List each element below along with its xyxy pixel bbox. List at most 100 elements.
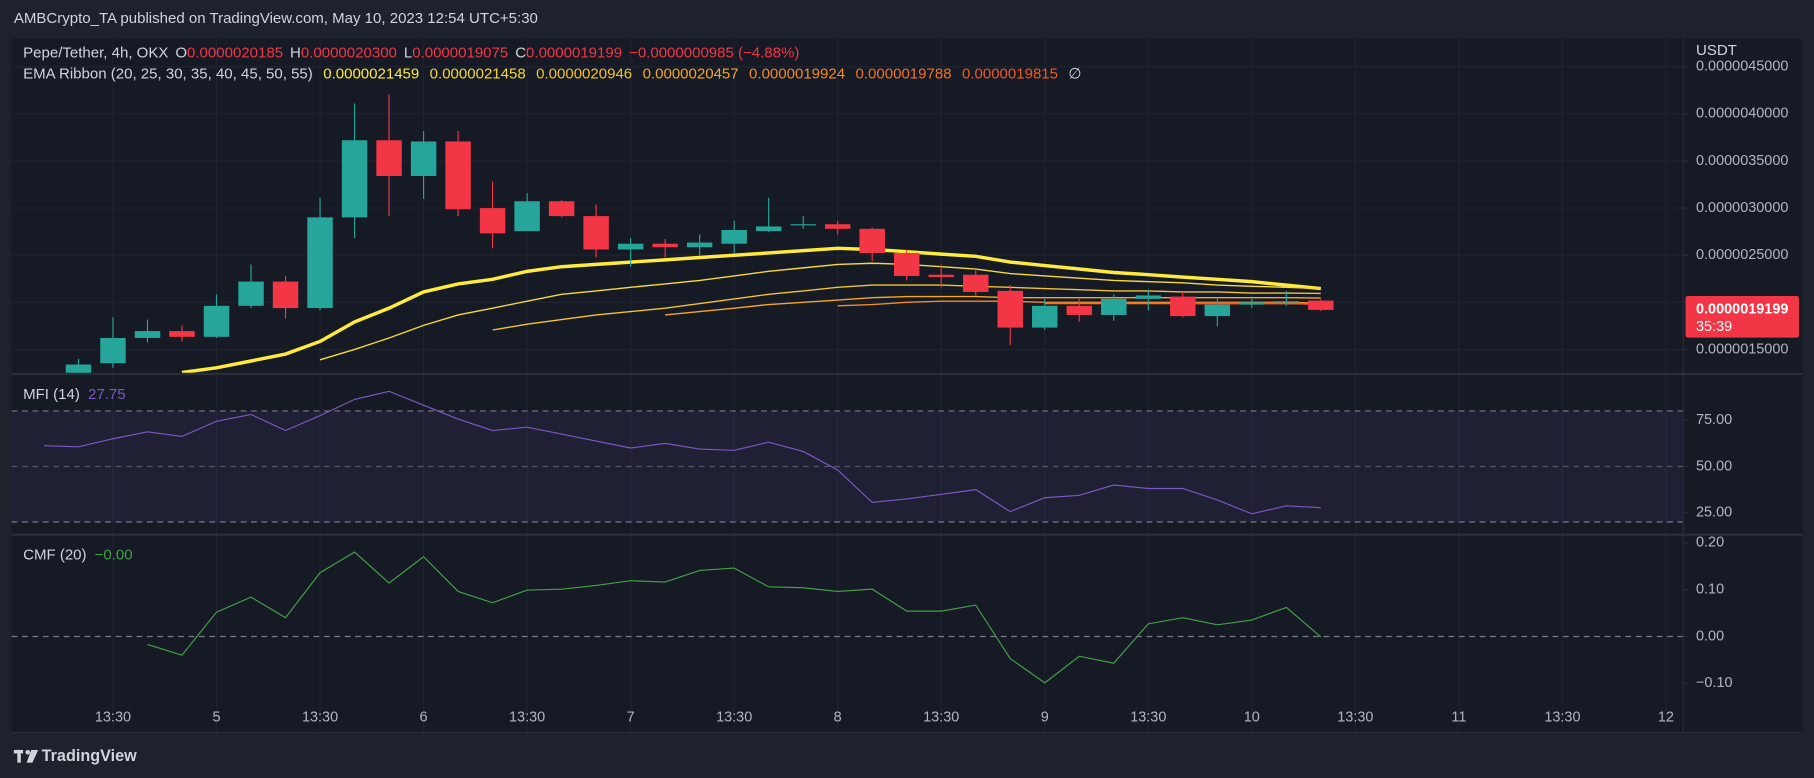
symbol: Pepe/Tether, 4h, OKX: [23, 44, 168, 61]
y-tick-label: 0.0000025000: [1696, 247, 1788, 263]
candle-body: [928, 274, 954, 278]
x-tick-label: 13:30: [716, 709, 752, 725]
brand-logo: [13, 749, 39, 763]
candle-body: [893, 252, 920, 276]
candle-body: [1101, 298, 1127, 315]
price-tag: [1685, 296, 1799, 338]
y-tick-label: 25.00: [1696, 505, 1732, 521]
candle-body: [963, 274, 989, 292]
candle-body: [238, 281, 264, 306]
candles: [65, 94, 1334, 374]
x-tick-label: 5: [212, 709, 220, 725]
ribbon-legend: EMA Ribbon (20, 25, 30, 35, 40, 45, 50, …: [23, 65, 1081, 82]
x-tick-label: 13:30: [1337, 709, 1373, 725]
price-tag-countdown: 35:39: [1696, 319, 1732, 335]
x-tick-label: 12: [1658, 709, 1674, 725]
x-tick-label: 10: [1244, 709, 1260, 725]
y-tick-label: 0.0000015000: [1696, 341, 1788, 357]
candle-body: [1239, 302, 1265, 305]
y-tick-label: 50.00: [1696, 458, 1732, 474]
candle-body: [1135, 295, 1162, 299]
ohlc-key: L: [404, 44, 412, 61]
candle-body: [686, 242, 713, 248]
axis-unit: USDT: [1696, 42, 1737, 59]
x-tick-label: 13:30: [1544, 709, 1580, 725]
ema-line: [492, 284, 1321, 331]
candle-body: [617, 243, 644, 250]
indicator: [11, 390, 1684, 523]
candle-body: [272, 281, 299, 309]
y-tick-label: −0.10: [1696, 675, 1733, 691]
ribbon-value: 0.0000021459: [323, 65, 419, 82]
candle-body: [100, 337, 126, 364]
indicator-legend: CMF (20) −0.00: [23, 547, 133, 564]
indicator-value: −0.00: [95, 547, 133, 564]
candle-body: [514, 201, 540, 232]
ohlc-value: 0.0000020185: [187, 44, 283, 61]
candle-body: [859, 228, 885, 253]
ohlc-key: C: [515, 44, 526, 61]
ribbon-value: 0.0000019788: [856, 65, 952, 82]
x-tick-label: 6: [420, 709, 428, 725]
candle-body: [65, 364, 92, 374]
candle-body: [203, 305, 230, 337]
candle-body: [1032, 305, 1058, 328]
candle-body: [755, 226, 782, 232]
y-tick-label: 75.00: [1696, 412, 1732, 428]
candle-body: [410, 141, 437, 176]
candle-body: [1204, 304, 1231, 317]
x-tick-label: 13:30: [95, 709, 131, 725]
ohlc-value: 0.0000019199: [526, 44, 622, 61]
candle-body: [1273, 301, 1300, 303]
change: −0.0000000985 (−4.88%): [629, 44, 799, 61]
ribbon-value: 0.0000020946: [536, 65, 632, 82]
indicator-legend: MFI (14) 27.75: [23, 386, 125, 403]
x-tick-label: 7: [627, 709, 635, 725]
ema-line: [665, 295, 1321, 316]
y-tick-label: 0.10: [1696, 581, 1724, 597]
indicator: [11, 551, 1684, 684]
candle-body: [1308, 300, 1334, 310]
candle-body: [790, 224, 816, 226]
candle-body: [1170, 296, 1196, 317]
candle-body: [997, 290, 1023, 328]
candle-body: [134, 331, 161, 338]
candle-body: [548, 201, 575, 217]
ema-line: [181, 246, 1321, 374]
y-tick-label: 0.0000035000: [1696, 153, 1788, 169]
ohlc-key: O: [175, 44, 187, 61]
x-tick-label: 9: [1041, 709, 1049, 725]
ohlc-key: H: [290, 44, 301, 61]
candle-body: [307, 217, 333, 309]
x-tick-label: 11: [1451, 709, 1466, 725]
indicator-title: MFI (14): [23, 386, 80, 403]
x-tick-label: 13:30: [509, 709, 545, 725]
brand: TradingView: [42, 747, 137, 765]
x-tick-label: 13:30: [302, 709, 338, 725]
indicator-line: [147, 551, 1322, 684]
candle-body: [824, 224, 851, 229]
y-tick-label: 0.0000030000: [1696, 200, 1788, 216]
ribbon-value: 0.0000019815: [962, 65, 1058, 82]
candle-body: [341, 140, 368, 218]
y-tick-label: 0.0000040000: [1696, 106, 1788, 122]
candle-body: [445, 141, 471, 210]
candle-body: [583, 216, 609, 250]
ribbon-missing: ∅: [1068, 65, 1081, 82]
chart-layer: 13:30 5 13:30 6 13:30 7 13:30 8 13:30 9 13:30 10 13:…: [11, 38, 1799, 733]
candle-body: [169, 331, 195, 337]
x-tick-label: 8: [834, 709, 842, 725]
indicator-value: 27.75: [88, 386, 126, 403]
price-tag-label: 0.0000019199: [1696, 302, 1788, 318]
x-tick-label: 13:30: [1130, 709, 1166, 725]
x-tick-label: 13:30: [923, 709, 959, 725]
candle-body: [479, 208, 506, 234]
indicator-line: [43, 390, 1321, 515]
candle-body: [721, 229, 747, 244]
ohlc-value: 0.0000020300: [301, 44, 397, 61]
ribbon-value: 0.0000020457: [643, 65, 739, 82]
symbol-legend: Pepe/Tether, 4h, OKX O0.0000020185 H0.0000…: [23, 44, 799, 61]
candle-body: [1066, 305, 1092, 315]
